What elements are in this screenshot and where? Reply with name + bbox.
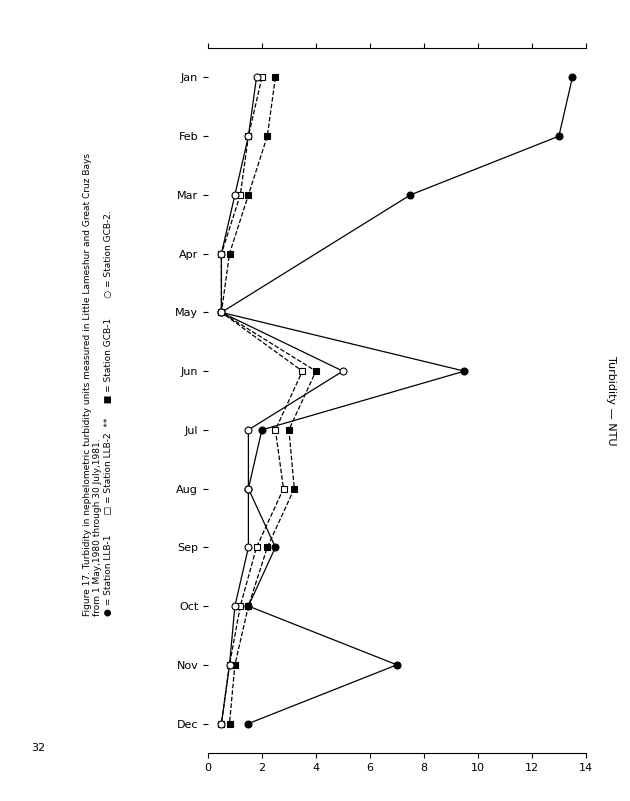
Text: Turbidity — NTU: Turbidity — NTU bbox=[606, 356, 616, 445]
Text: 32: 32 bbox=[32, 743, 45, 753]
Text: Figure 17. Turbidity in nephelometric turbidity units measured in Little Lameshu: Figure 17. Turbidity in nephelometric tu… bbox=[83, 153, 113, 616]
